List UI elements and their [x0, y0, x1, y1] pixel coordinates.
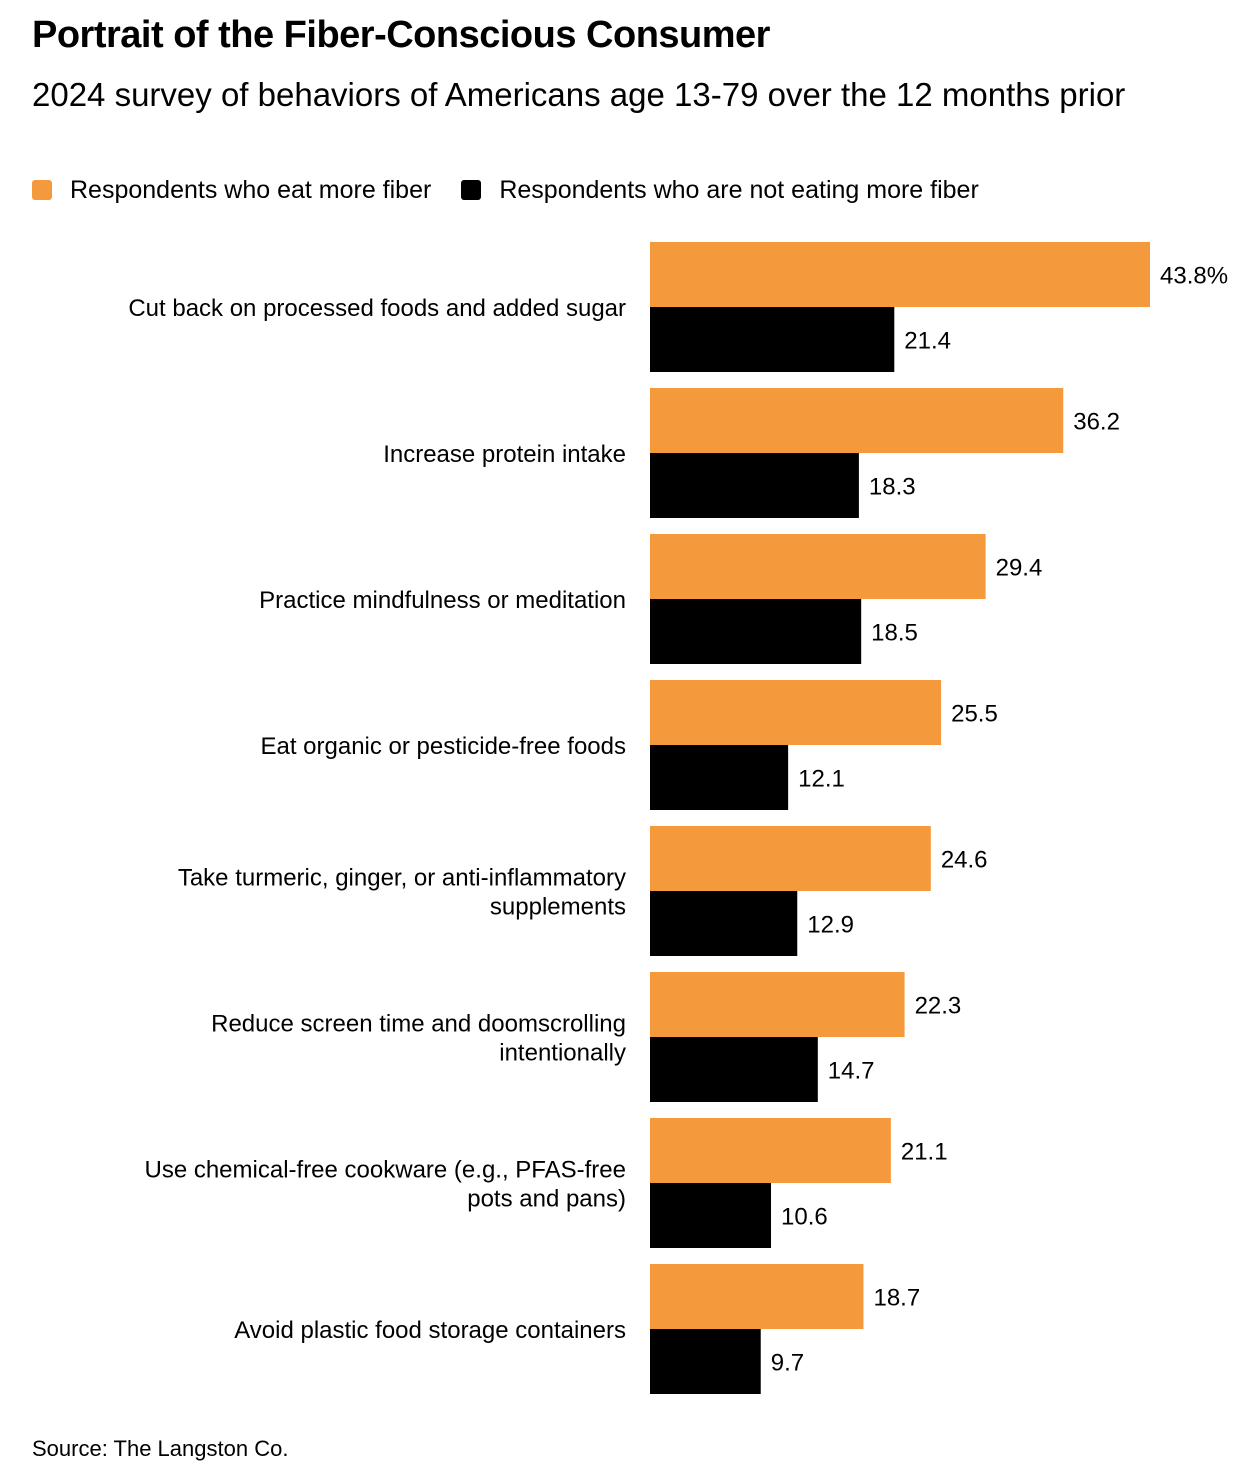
value-label-more-fiber: 36.2 [1073, 409, 1120, 436]
value-label-not-more-fiber: 18.5 [871, 620, 918, 647]
value-label-not-more-fiber: 12.1 [798, 766, 845, 793]
category-group: Use chemical-free cookware (e.g., PFAS-f… [144, 1118, 948, 1248]
legend-label-more-fiber: Respondents who eat more fiber [70, 175, 432, 204]
value-label-more-fiber: 21.1 [901, 1139, 948, 1166]
category-label-line: Cut back on processed foods and added su… [128, 295, 626, 322]
category-label-line: pots and pans) [467, 1186, 626, 1213]
value-label-not-more-fiber: 21.4 [904, 328, 951, 355]
bar-more-fiber [650, 972, 905, 1037]
legend: Respondents who eat more fiber Responden… [32, 172, 1009, 208]
value-label-more-fiber: 18.7 [873, 1285, 920, 1312]
bar-more-fiber [650, 1264, 864, 1329]
category-label: Take turmeric, ginger, or anti-inflammat… [178, 865, 626, 921]
category-group: Increase protein intake 36.2 18.3 [383, 388, 1120, 518]
bar-chart: Cut back on processed foods and added su… [128, 242, 1228, 1394]
bar-not-more-fiber [650, 1183, 772, 1248]
category-label: Reduce screen time and doomscrolling inte… [211, 1011, 626, 1067]
category-group: Reduce screen time and doomscrolling inte… [211, 972, 961, 1102]
category-label-line: intentionally [499, 1040, 626, 1067]
bar-not-more-fiber [650, 599, 862, 664]
bar-more-fiber [650, 1118, 891, 1183]
legend-swatch-not-more-fiber [461, 180, 482, 200]
value-label-more-fiber: 25.5 [951, 701, 998, 728]
value-label-not-more-fiber: 9.7 [771, 1350, 804, 1377]
bar-not-more-fiber [650, 453, 859, 518]
bar-not-more-fiber [650, 1037, 818, 1102]
category-label-line: Use chemical-free cookware (e.g., PFAS-f… [144, 1157, 626, 1184]
value-label-more-fiber: 43.8% [1160, 263, 1228, 290]
value-label-more-fiber: 29.4 [996, 555, 1043, 582]
value-label-not-more-fiber: 12.9 [807, 912, 854, 939]
category-label-line: Take turmeric, ginger, or anti-inflammat… [178, 865, 626, 892]
bar-more-fiber [650, 242, 1150, 307]
value-label-not-more-fiber: 14.7 [828, 1058, 875, 1085]
bar-not-more-fiber [650, 1329, 761, 1394]
value-label-not-more-fiber: 10.6 [781, 1204, 828, 1231]
category-group: Eat organic or pesticide-free foods 25.5 1… [260, 680, 998, 810]
bar-not-more-fiber [650, 745, 789, 810]
bar-more-fiber [650, 534, 986, 599]
bar-not-more-fiber [650, 307, 895, 372]
category-label-line: Reduce screen time and doomscrolling [211, 1011, 626, 1038]
value-label-more-fiber: 22.3 [915, 993, 962, 1020]
category-label: Use chemical-free cookware (e.g., PFAS-f… [144, 1157, 626, 1213]
category-label: Avoid plastic food storage containers [234, 1317, 626, 1344]
category-label: Eat organic or pesticide-free foods [260, 733, 626, 760]
value-label-not-more-fiber: 18.3 [869, 474, 916, 501]
value-label-more-fiber: 24.6 [941, 847, 988, 874]
category-label: Practice mindfulness or meditation [259, 587, 626, 614]
category-label: Increase protein intake [383, 441, 626, 468]
chart-title: Portrait of the Fiber-Conscious Consumer [32, 14, 770, 56]
source-note: Source: The Langston Co. [32, 1436, 289, 1461]
bar-more-fiber [650, 388, 1064, 453]
category-label-line: Avoid plastic food storage containers [234, 1317, 626, 1344]
category-label: Cut back on processed foods and added su… [128, 295, 626, 322]
legend-item-more-fiber: Respondents who eat more fiber [32, 176, 431, 205]
legend-swatch-more-fiber [32, 180, 52, 200]
legend-item-not-more-fiber: Respondents who are not eating more fibe… [461, 175, 979, 205]
bar-more-fiber [650, 680, 942, 745]
chart-subtitle: 2024 survey of behaviors of Americans ag… [32, 76, 1126, 113]
legend-label-not-more-fiber: Respondents who are not eating more fibe… [499, 175, 979, 204]
category-group: Avoid plastic food storage containers 18.… [234, 1264, 920, 1394]
category-label-line: Increase protein intake [383, 441, 626, 468]
category-group: Practice mindfulness or meditation 29.4 18… [259, 534, 1042, 664]
bar-not-more-fiber [650, 891, 798, 956]
category-label-line: Eat organic or pesticide-free foods [260, 733, 626, 760]
category-label-line: Practice mindfulness or meditation [259, 587, 626, 614]
category-group: Take turmeric, ginger, or anti-inflammat… [178, 826, 988, 956]
category-label-line: supplements [490, 894, 626, 921]
category-group: Cut back on processed foods and added su… [128, 242, 1228, 372]
bar-more-fiber [650, 826, 931, 891]
